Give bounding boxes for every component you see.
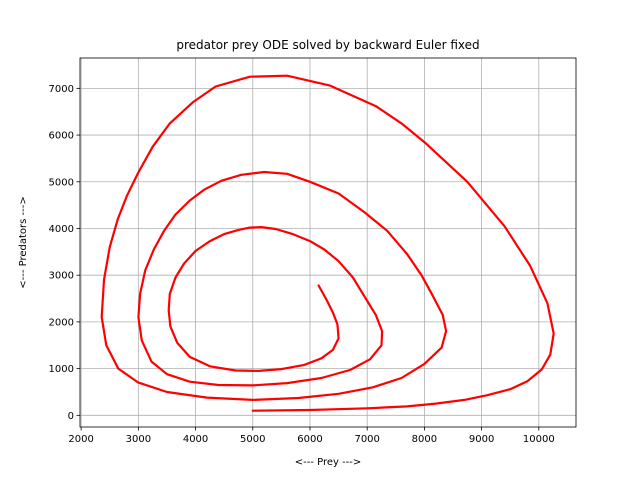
y-tick-label: 7000	[49, 84, 74, 95]
y-tick-label: 5000	[49, 177, 74, 188]
chart-title: predator prey ODE solved by backward Eul…	[176, 38, 479, 52]
x-axis-label: <--- Prey --->	[295, 457, 362, 468]
y-tick-label: 1000	[49, 364, 74, 375]
x-tick-label: 6000	[297, 434, 322, 445]
y-tick-label: 2000	[49, 317, 74, 328]
x-tick-label: 7000	[354, 434, 379, 445]
x-tick-label: 9000	[469, 434, 494, 445]
x-tick-label: 8000	[412, 434, 437, 445]
x-tick-label: 10000	[523, 434, 555, 445]
x-tick-label: 5000	[240, 434, 265, 445]
y-tick-label: 3000	[49, 271, 74, 282]
x-tick-label: 3000	[126, 434, 151, 445]
series-line	[100, 74, 555, 412]
x-tick-label: 4000	[183, 434, 208, 445]
data-series	[100, 74, 555, 412]
axis-ticks: 2000 3000 4000 5000 6000 7000 8000 9000 10000 0 10…	[49, 84, 555, 445]
plot-frame	[79, 57, 577, 428]
y-tick-label: 4000	[49, 224, 74, 235]
grid-lines	[80, 58, 576, 427]
y-tick-label: 6000	[49, 131, 74, 142]
y-tick-label: 0	[68, 411, 74, 422]
y-axis-label: <--- Predators --->	[18, 196, 29, 289]
x-tick-label: 2000	[68, 434, 93, 445]
